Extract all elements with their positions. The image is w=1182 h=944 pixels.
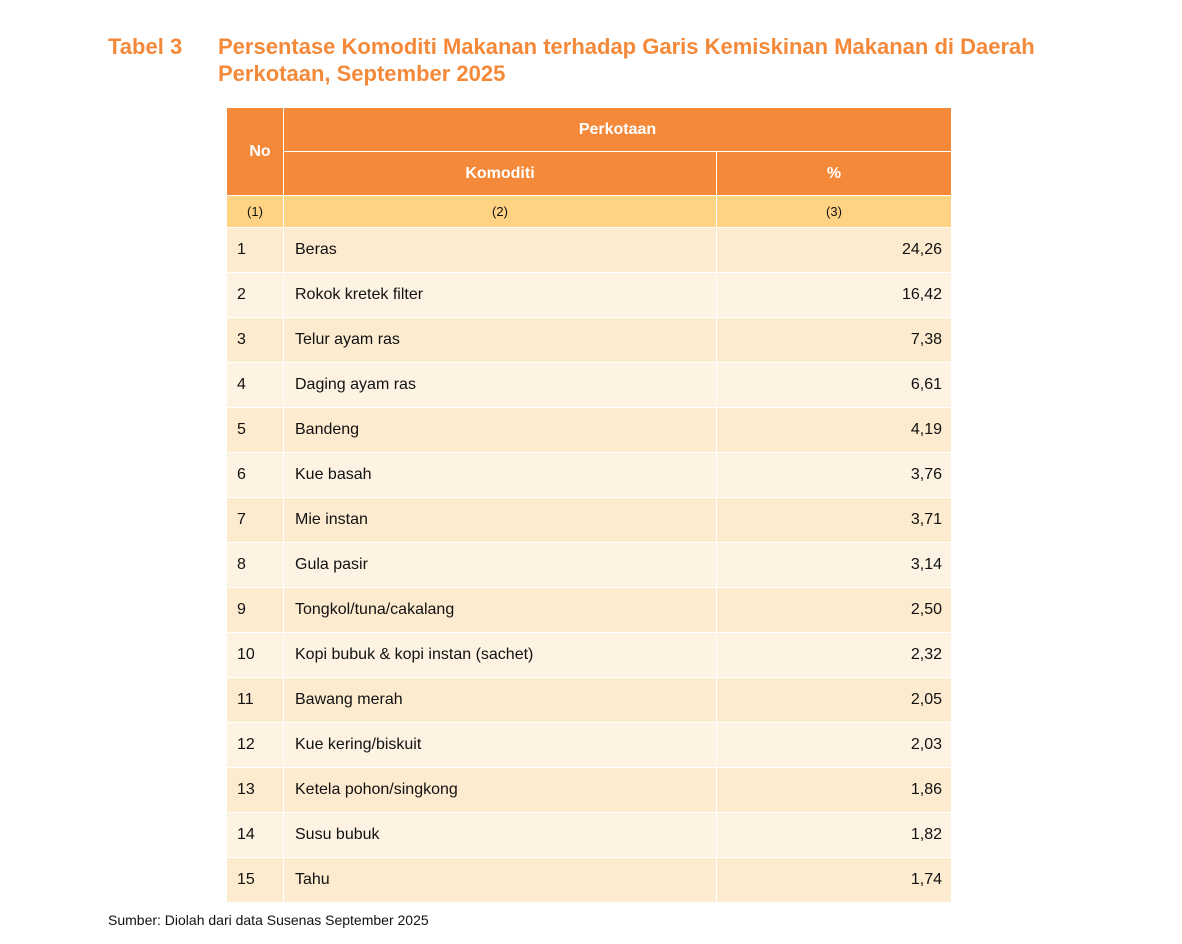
table-row: 15 Tahu 1,74 — [226, 857, 952, 903]
row-percent: 1,86 — [716, 767, 952, 813]
col-number-1: (1) — [226, 195, 284, 228]
row-commodity: Rokok kretek filter — [283, 272, 717, 318]
row-commodity: Kue basah — [283, 452, 717, 498]
row-number: 8 — [226, 542, 284, 588]
row-number: 14 — [226, 812, 284, 858]
row-number: 10 — [226, 632, 284, 678]
table-row: 4 Daging ayam ras 6,61 — [226, 362, 952, 408]
row-percent: 1,82 — [716, 812, 952, 858]
row-number: 15 — [226, 857, 284, 903]
row-percent: 16,42 — [716, 272, 952, 318]
row-percent: 4,19 — [716, 407, 952, 453]
row-commodity: Telur ayam ras — [283, 317, 717, 363]
row-number: 1 — [226, 227, 284, 273]
row-number: 4 — [226, 362, 284, 408]
row-percent: 2,05 — [716, 677, 952, 723]
row-percent: 1,74 — [716, 857, 952, 903]
table-row: 1 Beras 24,26 — [226, 227, 952, 273]
row-commodity: Bawang merah — [283, 677, 717, 723]
row-percent: 2,50 — [716, 587, 952, 633]
row-commodity: Tahu — [283, 857, 717, 903]
row-percent: 6,61 — [716, 362, 952, 408]
row-number: 13 — [226, 767, 284, 813]
table-row: 12 Kue kering/biskuit 2,03 — [226, 722, 952, 768]
col-number-2: (2) — [283, 195, 717, 228]
row-number: 6 — [226, 452, 284, 498]
table-row: 7 Mie instan 3,71 — [226, 497, 952, 543]
row-percent: 7,38 — [716, 317, 952, 363]
row-commodity: Kue kering/biskuit — [283, 722, 717, 768]
source-note: Sumber: Diolah dari data Susenas Septemb… — [108, 912, 429, 928]
row-percent: 3,76 — [716, 452, 952, 498]
row-number: 7 — [226, 497, 284, 543]
row-number: 12 — [226, 722, 284, 768]
row-number: 3 — [226, 317, 284, 363]
row-percent: 3,14 — [716, 542, 952, 588]
table-row: 2 Rokok kretek filter 16,42 — [226, 272, 952, 318]
row-number: 2 — [226, 272, 284, 318]
row-commodity: Bandeng — [283, 407, 717, 453]
row-percent: 2,32 — [716, 632, 952, 678]
table-row: 8 Gula pasir 3,14 — [226, 542, 952, 588]
col-number-3: (3) — [716, 195, 952, 228]
row-number: 9 — [226, 587, 284, 633]
header-percent: % — [716, 151, 952, 196]
table-row: 11 Bawang merah 2,05 — [226, 677, 952, 723]
header-perkotaan: Perkotaan — [283, 107, 952, 152]
row-number: 5 — [226, 407, 284, 453]
table-caption: Persentase Komoditi Makanan terhadap Gar… — [218, 34, 1035, 86]
table-row: 6 Kue basah 3,76 — [226, 452, 952, 498]
row-commodity: Tongkol/tuna/cakalang — [283, 587, 717, 633]
row-commodity: Beras — [283, 227, 717, 273]
row-commodity: Kopi bubuk & kopi instan (sachet) — [283, 632, 717, 678]
table-row: 5 Bandeng 4,19 — [226, 407, 952, 453]
commodity-table: No Perkotaan Komoditi % (1) (2) (3) 1 Ber… — [226, 107, 952, 903]
table-row: 13 Ketela pohon/singkong 1,86 — [226, 767, 952, 813]
row-commodity: Gula pasir — [283, 542, 717, 588]
table-row: 14 Susu bubuk 1,82 — [226, 812, 952, 858]
table-row: 10 Kopi bubuk & kopi instan (sachet) 2,32 — [226, 632, 952, 678]
header-no: No — [226, 107, 284, 196]
row-commodity: Ketela pohon/singkong — [283, 767, 717, 813]
row-percent: 3,71 — [716, 497, 952, 543]
table-row: 3 Telur ayam ras 7,38 — [226, 317, 952, 363]
row-percent: 24,26 — [716, 227, 952, 273]
row-commodity: Mie instan — [283, 497, 717, 543]
table-row: 9 Tongkol/tuna/cakalang 2,50 — [226, 587, 952, 633]
header-komoditi: Komoditi — [283, 151, 717, 196]
table-label: Tabel 3 — [108, 34, 183, 59]
row-percent: 2,03 — [716, 722, 952, 768]
row-commodity: Susu bubuk — [283, 812, 717, 858]
row-commodity: Daging ayam ras — [283, 362, 717, 408]
row-number: 11 — [226, 677, 284, 723]
